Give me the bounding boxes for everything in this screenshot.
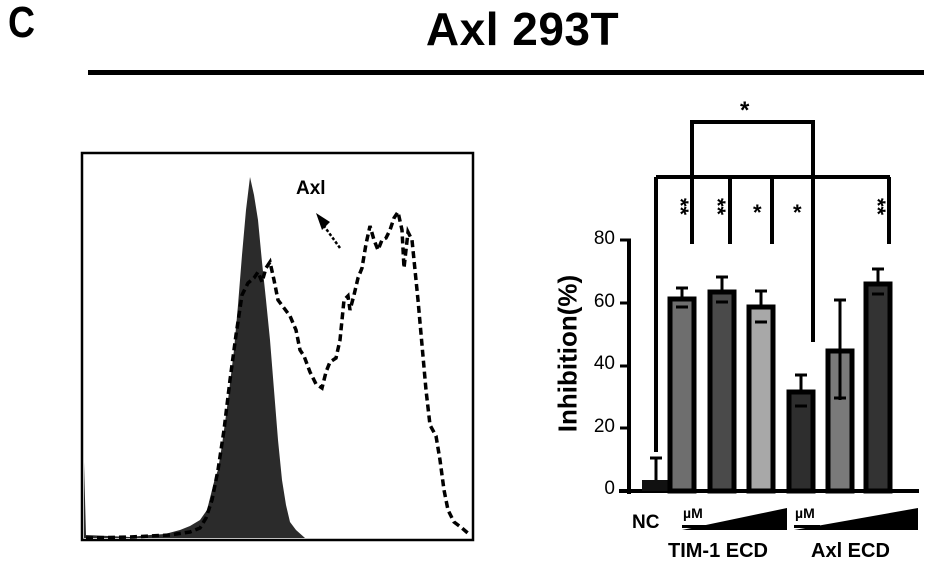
bar-axl-low	[786, 373, 816, 494]
sig-bar6: **	[865, 198, 890, 216]
figure-title: Axl 293T	[425, 3, 620, 55]
sig-bar1: **	[668, 198, 693, 216]
y-tick-label-60: 60	[593, 291, 615, 312]
histogram-frame	[80, 151, 475, 542]
sig-bar4: *	[793, 200, 802, 225]
y-tick-label-40: 40	[593, 353, 615, 374]
y-tick-label-0: 0	[604, 478, 615, 499]
sig-bar2-text: **	[705, 198, 730, 216]
sig-top-bracket: *	[740, 97, 750, 124]
group-label-tim1: TIM-1 ECD	[668, 540, 768, 562]
annotation-arrow-shaft	[322, 225, 342, 249]
annotation-arrowhead-icon	[316, 213, 330, 230]
bar-tim1-mid	[707, 275, 737, 494]
bar-nc	[642, 456, 670, 491]
axl-concentration-ramp-icon	[794, 508, 918, 530]
y-tick-label-80: 80	[593, 228, 615, 249]
title-divider	[88, 70, 924, 75]
bar-tim1-low	[667, 286, 697, 494]
bar-axl-mid	[825, 298, 855, 494]
axl-histogram-dashed	[85, 207, 472, 540]
significance-brackets	[654, 120, 891, 452]
tim1-concentration-ramp-icon	[682, 508, 787, 530]
unit-label-tim1: µM	[683, 505, 703, 521]
sig-bar6-text: **	[865, 198, 890, 216]
sig-bar2: **	[705, 198, 730, 216]
panel-label: C	[8, 0, 36, 47]
unit-label-axl: µM	[795, 505, 815, 521]
x-label-nc: NC	[632, 512, 660, 533]
y-axis-title: Inhibition(%)	[552, 274, 583, 433]
group-label-axl: Axl ECD	[811, 540, 890, 562]
sig-bar1-text: **	[668, 198, 693, 216]
sig-bar3: *	[753, 200, 762, 225]
histogram-annotation-label: Axl	[296, 178, 326, 199]
control-histogram-fill	[84, 177, 305, 538]
y-tick-label-20: 20	[593, 416, 615, 437]
bar-axl-high	[863, 267, 893, 494]
bar-tim1-high	[746, 289, 776, 494]
